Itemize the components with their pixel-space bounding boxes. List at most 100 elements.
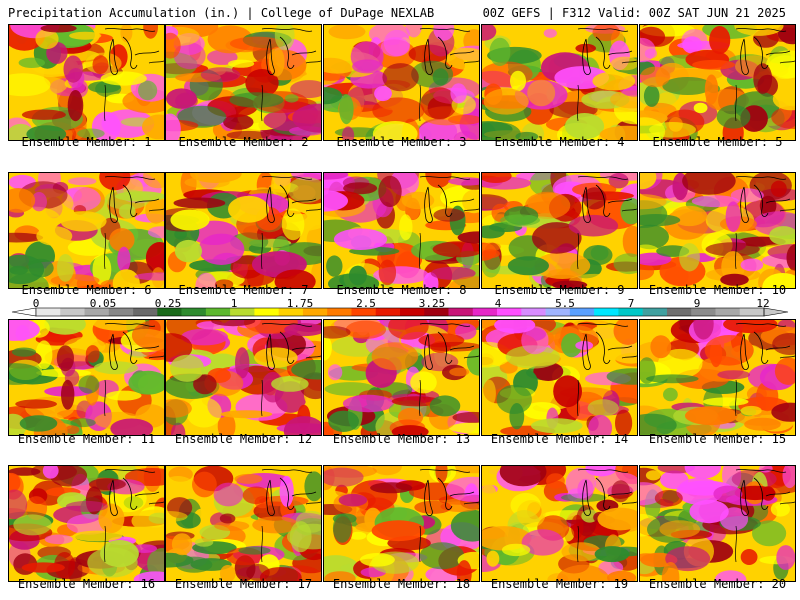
state-boundary-line bbox=[261, 84, 263, 122]
run-valid-time: 00Z GEFS | F312 Valid: 00Z SAT JUN 21 20… bbox=[482, 6, 786, 20]
legend-swatch bbox=[545, 308, 571, 316]
great-lakes-outline bbox=[577, 469, 637, 516]
state-boundary-line bbox=[261, 525, 263, 563]
great-lakes-outline bbox=[261, 28, 321, 75]
great-lakes-outline bbox=[104, 323, 164, 370]
state-boundary-line bbox=[577, 232, 579, 270]
ensemble-member-map bbox=[8, 24, 165, 141]
great-lakes-outline bbox=[419, 176, 479, 223]
legend-swatch bbox=[472, 308, 498, 316]
ensemble-member-map bbox=[639, 465, 796, 582]
ensemble-member-map bbox=[481, 465, 638, 582]
state-boundary-line bbox=[104, 84, 106, 122]
legend-tick-label: 7 bbox=[627, 297, 635, 310]
legend-swatch bbox=[691, 308, 716, 316]
legend-swatch bbox=[642, 308, 668, 316]
ensemble-member-label: Ensemble Member: 15 bbox=[648, 432, 787, 446]
legend-swatch bbox=[157, 308, 182, 316]
ensemble-member-label: Ensemble Member: 1 bbox=[21, 135, 152, 149]
legend-swatch bbox=[375, 308, 401, 316]
legend-swatch bbox=[327, 308, 352, 316]
legend-frame bbox=[35, 307, 765, 317]
legend-swatch bbox=[254, 308, 279, 316]
state-boundary-line bbox=[261, 232, 263, 270]
legend-tick-label: 0 bbox=[32, 297, 40, 310]
legend-swatch bbox=[448, 308, 474, 316]
ensemble-member-label: Ensemble Member: 2 bbox=[178, 135, 309, 149]
state-boundary-line bbox=[735, 84, 737, 122]
state-boundary-line bbox=[735, 232, 737, 270]
legend-swatch bbox=[133, 308, 158, 316]
legend-tick-label: 12 bbox=[756, 297, 770, 310]
ensemble-member-label: Ensemble Member: 10 bbox=[648, 283, 787, 297]
legend-tick-label: 3.25 bbox=[418, 297, 446, 310]
legend-swatch bbox=[497, 308, 522, 316]
color-scale-legend bbox=[11, 307, 789, 317]
legend-swatch bbox=[569, 308, 595, 316]
great-lakes-outline bbox=[104, 176, 164, 223]
great-lakes-outline bbox=[104, 28, 164, 75]
state-boundary-line bbox=[577, 379, 579, 417]
great-lakes-outline bbox=[261, 469, 321, 516]
legend-swatch bbox=[715, 308, 741, 316]
great-lakes-outline bbox=[577, 176, 637, 223]
great-lakes-outline bbox=[419, 28, 479, 75]
state-boundary-line bbox=[577, 84, 579, 122]
legend-swatch bbox=[424, 308, 449, 316]
ensemble-member-map bbox=[323, 24, 480, 141]
ensemble-member-map bbox=[323, 465, 480, 582]
legend-swatch bbox=[594, 308, 619, 316]
legend-tick-label: 0.05 bbox=[89, 297, 117, 310]
ensemble-member-map bbox=[8, 319, 165, 436]
ensemble-member-map bbox=[165, 465, 322, 582]
ensemble-member-label: Ensemble Member: 5 bbox=[652, 135, 783, 149]
state-boundary-line bbox=[419, 232, 421, 270]
legend-tick-label: 9 bbox=[693, 297, 701, 310]
legend-tick-label: 4 bbox=[494, 297, 502, 310]
ensemble-member-map bbox=[165, 24, 322, 141]
state-boundary-line bbox=[577, 525, 579, 563]
legend-swatch bbox=[302, 308, 328, 316]
ensemble-member-map bbox=[165, 172, 322, 289]
legend-tick-label: 5.5 bbox=[555, 297, 575, 310]
legend-swatch bbox=[60, 308, 85, 316]
ensemble-member-map bbox=[639, 172, 796, 289]
ensemble-member-map bbox=[481, 319, 638, 436]
state-boundary-line bbox=[419, 84, 421, 122]
ensemble-member-map bbox=[481, 24, 638, 141]
legend-swatch bbox=[400, 308, 425, 316]
ensemble-member-label: Ensemble Member: 16 bbox=[17, 577, 156, 591]
great-lakes-outline bbox=[577, 28, 637, 75]
state-boundary-line bbox=[735, 525, 737, 563]
legend-tick-label: 1 bbox=[230, 297, 238, 310]
legend-swatch bbox=[230, 308, 255, 316]
great-lakes-outline bbox=[735, 469, 795, 516]
ensemble-member-map bbox=[8, 465, 165, 582]
ensemble-member-map bbox=[639, 319, 796, 436]
state-boundary-line bbox=[735, 379, 737, 417]
ensemble-member-label: Ensemble Member: 13 bbox=[332, 432, 471, 446]
legend-swatch bbox=[521, 308, 546, 316]
legend-tick-label: 1.75 bbox=[286, 297, 314, 310]
ensemble-member-label: Ensemble Member: 3 bbox=[336, 135, 467, 149]
ensemble-member-map bbox=[323, 319, 480, 436]
ensemble-member-label: Ensemble Member: 12 bbox=[174, 432, 313, 446]
great-lakes-outline bbox=[419, 469, 479, 516]
ensemble-member-label: Ensemble Member: 7 bbox=[178, 283, 309, 297]
ensemble-member-label: Ensemble Member: 11 bbox=[17, 432, 156, 446]
ensemble-member-map bbox=[481, 172, 638, 289]
ensemble-member-label: Ensemble Member: 20 bbox=[648, 577, 787, 591]
ensemble-member-label: Ensemble Member: 6 bbox=[21, 283, 152, 297]
legend-swatch bbox=[739, 308, 765, 316]
state-boundary-line bbox=[104, 232, 106, 270]
legend-swatch bbox=[278, 308, 304, 316]
map-title: Precipitation Accumulation (in.) | Colle… bbox=[8, 6, 435, 20]
state-boundary-line bbox=[104, 379, 106, 417]
state-boundary-line bbox=[104, 525, 106, 563]
great-lakes-outline bbox=[577, 323, 637, 370]
ensemble-member-label: Ensemble Member: 4 bbox=[494, 135, 625, 149]
legend-tick-label: 2.5 bbox=[356, 297, 376, 310]
legend-tick-label: 0.25 bbox=[154, 297, 182, 310]
legend-swatch bbox=[181, 308, 207, 316]
great-lakes-outline bbox=[735, 323, 795, 370]
